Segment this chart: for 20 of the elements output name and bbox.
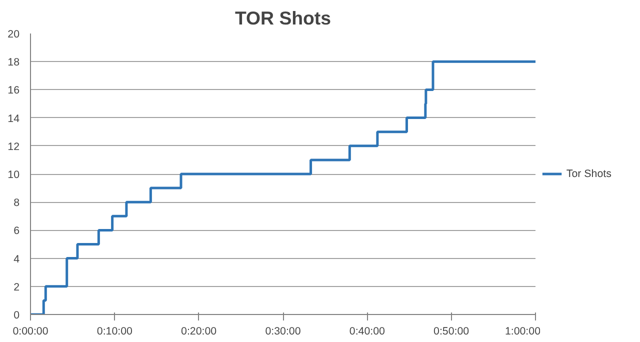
- chart-title: TOR Shots: [234, 8, 332, 28]
- y-tick-label: 2: [14, 281, 20, 294]
- x-tick-label: 0:20:00: [181, 326, 217, 338]
- y-tick-label: 16: [8, 84, 20, 97]
- y-tick-label: 4: [14, 253, 20, 266]
- x-tick-label: 0:40:00: [349, 326, 386, 338]
- x-tick-label: 0:10:00: [96, 326, 133, 338]
- y-tick-label: 0: [14, 310, 20, 322]
- x-tick-label: 0:30:00: [265, 326, 301, 338]
- y-tick-label: 14: [8, 112, 20, 125]
- legend-label: Tor Shots: [566, 168, 612, 180]
- x-tick-label: 0:00:00: [12, 326, 48, 338]
- y-tick-label: 12: [8, 140, 20, 153]
- y-tick-label: 10: [8, 169, 20, 181]
- y-tick-label: 6: [14, 225, 20, 238]
- y-tick-label: 8: [14, 197, 20, 210]
- x-tick-label: 1:00:00: [504, 326, 541, 338]
- y-tick-label: 20: [8, 28, 20, 40]
- y-tick-label: 18: [8, 56, 20, 69]
- x-tick-label: 0:50:00: [434, 326, 470, 338]
